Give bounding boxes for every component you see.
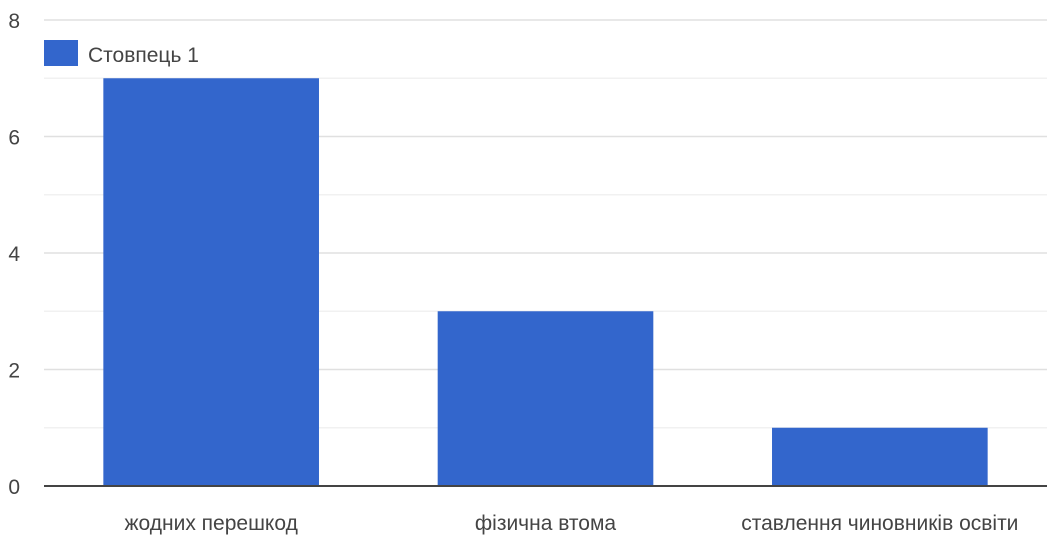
axes: 0 2 4 6 8 жодних перешкод фізична втома ставлен… — [8, 10, 1047, 535]
x-tick-label: ставлення чиновників освіти — [741, 512, 1018, 535]
legend-swatch — [44, 40, 78, 66]
y-tick-label: 4 — [8, 243, 20, 266]
y-tick-label: 8 — [8, 10, 20, 33]
bar — [103, 78, 319, 486]
bar — [772, 427, 988, 486]
x-tick-label: жодних перешкод — [124, 512, 297, 535]
bars — [103, 78, 988, 486]
x-tick-label: фізична втома — [475, 512, 617, 535]
y-tick-label: 0 — [8, 476, 20, 499]
legend: Стовпець 1 — [44, 40, 199, 67]
legend-label: Стовпець 1 — [88, 44, 199, 67]
bar — [437, 311, 654, 486]
y-tick-label: 6 — [8, 127, 20, 150]
y-tick-label: 2 — [8, 360, 20, 383]
